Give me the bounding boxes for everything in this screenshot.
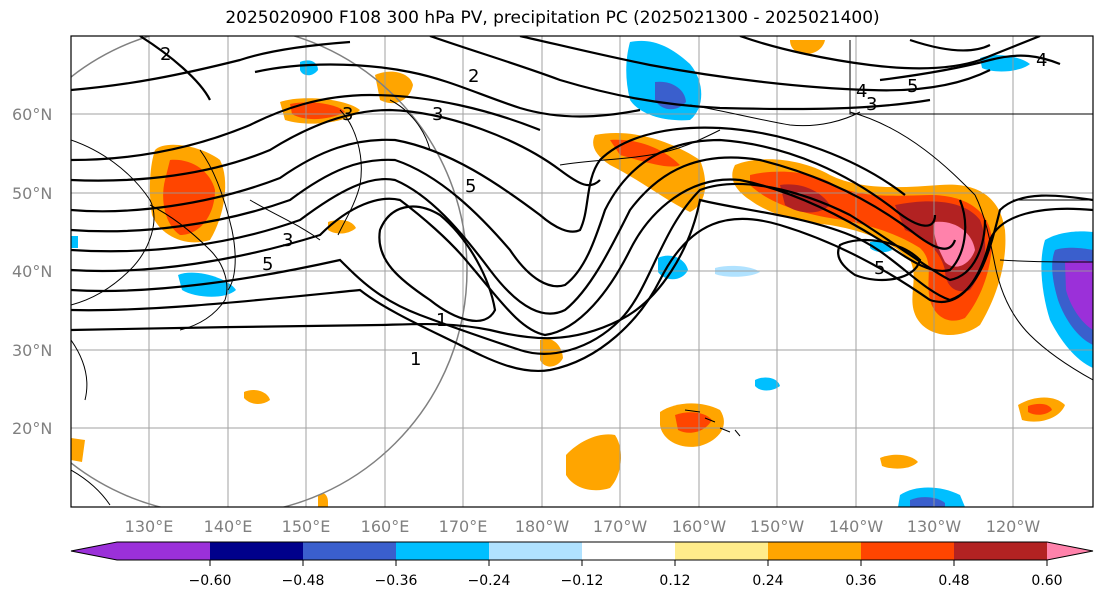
lon-label: 120°W <box>986 517 1041 536</box>
lon-label: 150°E <box>282 517 331 536</box>
colorbar-ticks: −0.60 −0.48 −0.36 −0.24 −0.12 0.12 0.24 0.36 0.4… <box>189 560 1063 589</box>
colorbar-tick-label: −0.36 <box>375 573 418 589</box>
contour-label: 5 <box>465 176 476 197</box>
longitude-labels: 130°E 140°E 150°E 160°E 170°E 180°W 170°… <box>125 517 1041 536</box>
lat-label: 20°N <box>12 419 52 438</box>
latitude-labels: 60°N 50°N 40°N 30°N 20°N <box>12 105 52 438</box>
lon-label: 160°E <box>361 517 410 536</box>
colorbar-cell <box>489 542 583 560</box>
contour-label: 3 <box>866 94 877 115</box>
colorbar-tick-label: 0.12 <box>659 573 690 589</box>
colorbar-cell <box>861 542 955 560</box>
map-title: 2025020900 F108 300 hPa PV, precipitatio… <box>225 8 880 28</box>
lat-label: 50°N <box>12 184 52 203</box>
colorbar-cell <box>768 542 862 560</box>
colorbar-cell <box>210 542 304 560</box>
colorbar-cell <box>303 542 397 560</box>
colorbar-tick-label: 0.36 <box>845 573 876 589</box>
colorbar-left-extend <box>71 542 117 560</box>
contour-label: 5 <box>262 254 273 275</box>
colorbar-tick-label: 0.60 <box>1031 573 1062 589</box>
distance-circle <box>71 36 468 507</box>
lon-label: 140°W <box>829 517 884 536</box>
colorbar-tick-label: −0.60 <box>189 573 232 589</box>
contour-label: 4 <box>856 81 867 102</box>
colorbar-outline <box>70 541 1094 561</box>
lon-label: 170°E <box>439 517 488 536</box>
lon-label: 160°W <box>672 517 727 536</box>
contour-label: 3 <box>432 104 443 125</box>
contour-label: 5 <box>874 258 885 279</box>
lon-label: 130°E <box>125 517 174 536</box>
contour-labels: 2 2 3 3 5 5 5 5 4 3 1 1 3 4 <box>160 44 1047 370</box>
colorbar: −0.60 −0.48 −0.36 −0.24 −0.12 0.12 0.24 0.36 0.4… <box>70 541 1094 589</box>
contour-label: 3 <box>282 230 293 251</box>
lat-label: 60°N <box>12 105 52 124</box>
lon-label: 130°W <box>907 517 962 536</box>
contour-label: 2 <box>468 66 479 87</box>
colorbar-tick-label: 0.48 <box>938 573 969 589</box>
lat-label: 30°N <box>12 341 52 360</box>
colorbar-cell <box>582 542 676 560</box>
colorbar-tick-label: −0.24 <box>468 573 511 589</box>
pv-contours <box>71 36 1093 373</box>
colorbar-cell <box>117 542 211 560</box>
lon-label: 180°W <box>515 517 570 536</box>
contour-label: 1 <box>410 349 421 370</box>
colorbar-tick-label: −0.12 <box>561 573 604 589</box>
colorbar-tick-label: 0.24 <box>752 573 783 589</box>
contour-label: 4 <box>1036 50 1047 71</box>
colorbar-cell <box>954 542 1048 560</box>
contour-label: 1 <box>436 310 447 331</box>
contour-label: 3 <box>342 104 353 125</box>
graticule <box>71 36 1093 507</box>
lon-label: 170°W <box>593 517 648 536</box>
colorbar-tick-label: −0.48 <box>282 573 325 589</box>
lon-label: 150°W <box>750 517 805 536</box>
colorbar-cell <box>396 542 490 560</box>
colorbar-right-extend <box>1047 542 1093 560</box>
colorbar-cell <box>675 542 769 560</box>
map-content: 2 2 3 3 5 5 5 5 4 3 1 1 3 4 <box>71 36 1093 507</box>
lat-label: 40°N <box>12 262 52 281</box>
map-frame <box>70 35 1094 508</box>
contour-label: 2 <box>160 44 171 65</box>
contour-label: 5 <box>907 76 918 97</box>
colorbar-cells <box>117 542 1048 560</box>
lon-label: 140°E <box>204 517 253 536</box>
